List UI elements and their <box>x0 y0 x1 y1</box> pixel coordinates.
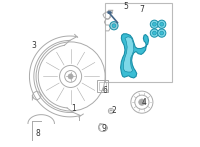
Circle shape <box>152 22 156 26</box>
Circle shape <box>110 110 112 112</box>
Circle shape <box>150 29 159 37</box>
Polygon shape <box>121 34 149 78</box>
Circle shape <box>160 22 164 26</box>
Circle shape <box>110 22 118 30</box>
Text: 4: 4 <box>142 98 147 107</box>
Circle shape <box>150 20 159 28</box>
Polygon shape <box>124 37 134 72</box>
Circle shape <box>112 24 116 28</box>
Circle shape <box>158 29 166 37</box>
Text: 7: 7 <box>139 5 144 14</box>
Text: 6: 6 <box>103 86 108 95</box>
Text: 8: 8 <box>35 128 40 138</box>
Text: 1: 1 <box>71 103 76 113</box>
Text: 3: 3 <box>31 41 36 50</box>
Circle shape <box>139 99 145 105</box>
Circle shape <box>160 31 164 35</box>
Circle shape <box>158 20 166 28</box>
Text: 2: 2 <box>112 106 116 116</box>
Circle shape <box>152 31 156 35</box>
Text: 5: 5 <box>123 2 128 11</box>
Text: 9: 9 <box>101 124 106 133</box>
Circle shape <box>68 74 73 79</box>
